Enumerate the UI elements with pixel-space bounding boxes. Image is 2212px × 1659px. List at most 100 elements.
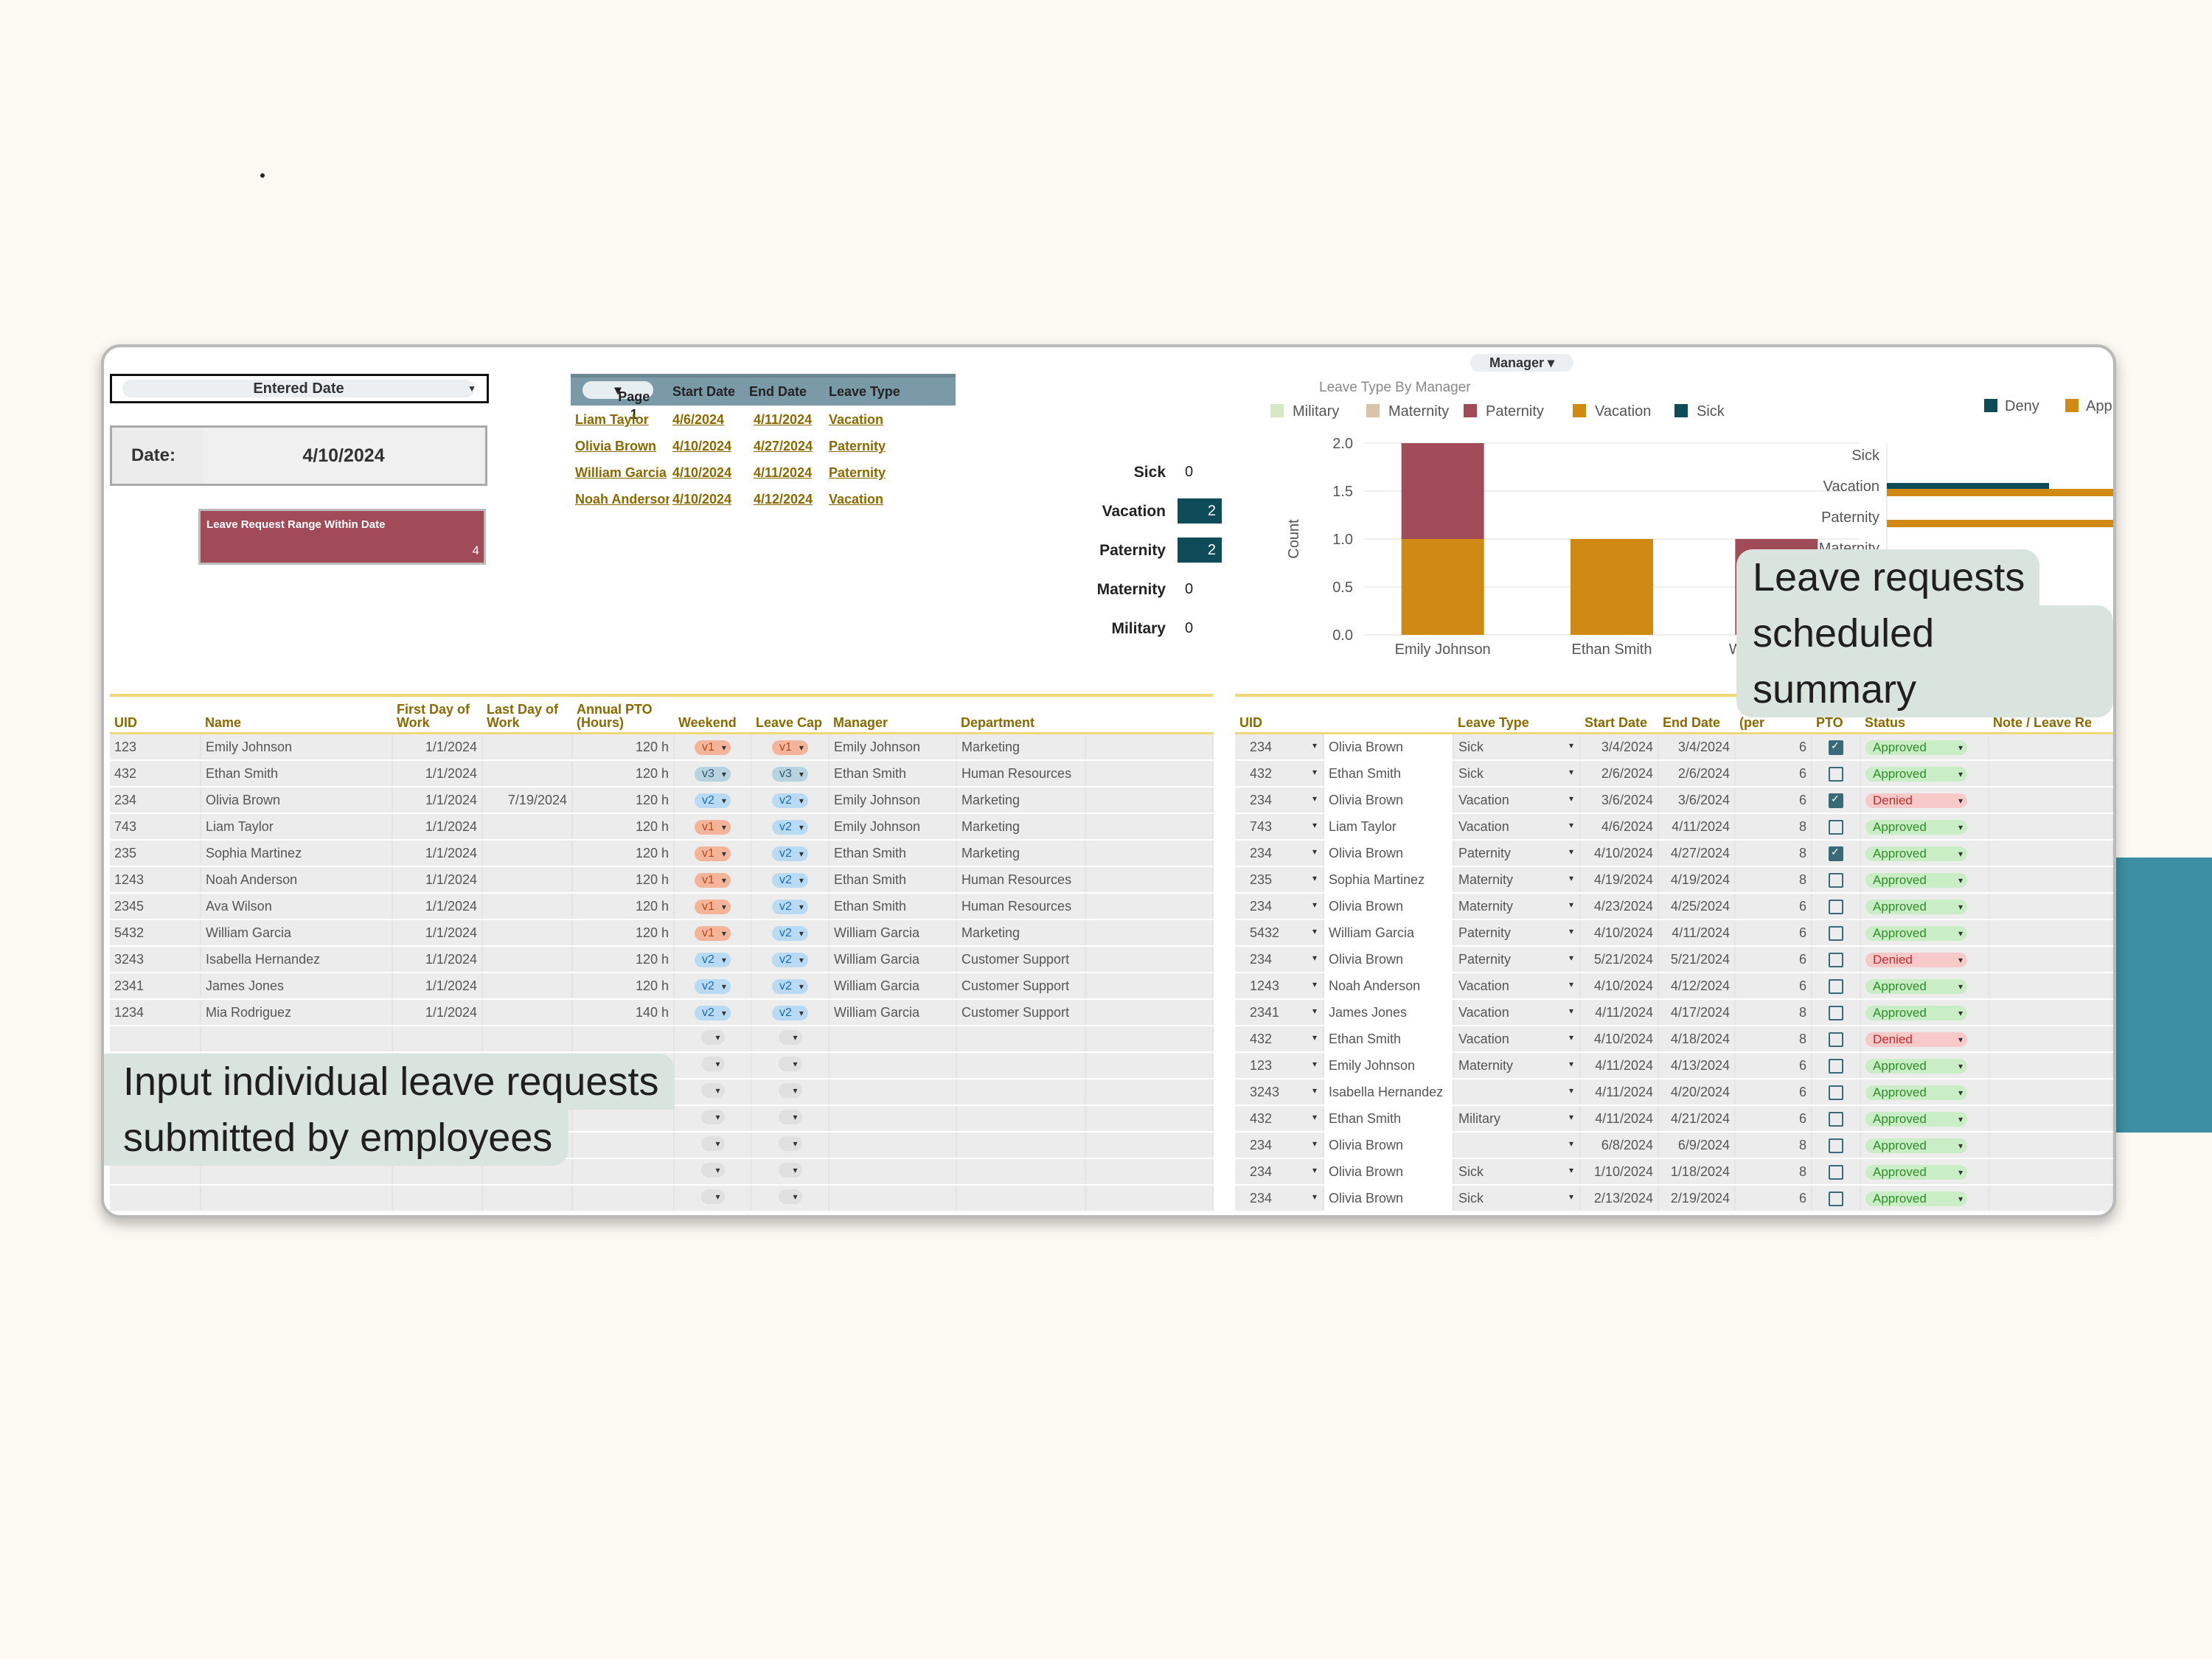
empty-cell[interactable] bbox=[751, 1079, 830, 1106]
note-cell[interactable] bbox=[1989, 893, 2113, 920]
mini-list-type-link[interactable]: Vacation bbox=[829, 412, 884, 427]
work-hour-cell[interactable]: 8 bbox=[1735, 866, 1812, 894]
note-cell[interactable] bbox=[1989, 733, 2113, 761]
dropdown[interactable] bbox=[700, 1082, 725, 1098]
dropdown[interactable] bbox=[700, 1135, 725, 1151]
work-hour-cell[interactable]: 8 bbox=[1735, 813, 1812, 841]
start-date-cell[interactable]: 4/19/2024 bbox=[1580, 866, 1659, 894]
start-date-cell[interactable]: 4/10/2024 bbox=[1580, 919, 1659, 947]
note-cell[interactable] bbox=[1989, 999, 2113, 1026]
weekend-dropdown[interactable]: v3 bbox=[695, 767, 731, 782]
leave-cap-dropdown[interactable]: v2 bbox=[772, 953, 808, 967]
empty-cell[interactable] bbox=[674, 1026, 752, 1053]
mini-list-name-link[interactable]: Olivia Brown bbox=[575, 439, 657, 453]
empty-cell[interactable] bbox=[956, 1105, 1086, 1133]
start-date-cell[interactable]: 4/10/2024 bbox=[1580, 1026, 1659, 1053]
uid-dropdown[interactable]: 234 bbox=[1235, 1132, 1324, 1159]
empty-cell[interactable] bbox=[751, 1105, 830, 1133]
mini-list-start-link[interactable]: 4/6/2024 bbox=[672, 412, 725, 427]
uid-dropdown[interactable]: 234 bbox=[1235, 1158, 1324, 1186]
status-dropdown[interactable]: Approved bbox=[1865, 1191, 1967, 1206]
status-dropdown[interactable]: Approved bbox=[1865, 978, 1967, 994]
department-cell[interactable]: Human Resources bbox=[956, 760, 1086, 787]
manager-cell[interactable]: Ethan Smith bbox=[829, 760, 957, 787]
empty-cell[interactable] bbox=[751, 1052, 830, 1079]
start-date-cell[interactable]: 4/23/2024 bbox=[1580, 893, 1659, 920]
apply-pto-checkbox[interactable] bbox=[1829, 1085, 1843, 1100]
end-date-cell[interactable]: 4/17/2024 bbox=[1658, 999, 1736, 1026]
work-hour-cell[interactable]: 8 bbox=[1735, 1132, 1812, 1159]
uid-cell[interactable]: 235 bbox=[110, 840, 201, 867]
leave-cap-dropdown[interactable]: v2 bbox=[772, 793, 808, 808]
note-cell[interactable] bbox=[1989, 813, 2113, 841]
last-day-cell[interactable] bbox=[482, 840, 573, 867]
leave-type-dropdown[interactable]: Paternity bbox=[1453, 946, 1581, 973]
manager-cell[interactable]: Emily Johnson bbox=[829, 733, 957, 761]
end-date-cell[interactable]: 4/20/2024 bbox=[1658, 1079, 1736, 1106]
empty-cell[interactable] bbox=[1085, 1105, 1214, 1133]
department-cell[interactable]: Marketing bbox=[956, 840, 1086, 867]
annual-pto-cell[interactable]: 120 h bbox=[572, 893, 675, 920]
name-cell[interactable]: Ethan Smith bbox=[201, 760, 393, 787]
leave-type-dropdown[interactable]: Vacation bbox=[1453, 813, 1581, 841]
note-cell[interactable] bbox=[1989, 946, 2113, 973]
status-dropdown[interactable]: Approved bbox=[1865, 740, 1967, 755]
empty-cell[interactable] bbox=[572, 1185, 675, 1212]
weekend-dropdown[interactable]: v1 bbox=[695, 900, 731, 914]
leave-cap-dropdown[interactable]: v2 bbox=[772, 873, 808, 888]
leave-cap-dropdown[interactable]: v3 bbox=[772, 767, 808, 782]
uid-cell[interactable]: 5432 bbox=[110, 919, 201, 947]
work-hour-cell[interactable]: 6 bbox=[1735, 733, 1812, 761]
mini-list-type-link[interactable]: Paternity bbox=[829, 439, 886, 453]
leave-type-dropdown[interactable]: Vacation bbox=[1453, 787, 1581, 814]
work-hour-cell[interactable]: 6 bbox=[1735, 760, 1812, 787]
leave-type-dropdown[interactable]: Paternity bbox=[1453, 840, 1581, 867]
leave-type-dropdown[interactable]: Maternity bbox=[1453, 1052, 1581, 1079]
status-dropdown[interactable]: Denied bbox=[1865, 952, 1967, 967]
department-cell[interactable]: Marketing bbox=[956, 919, 1086, 947]
manager-cell[interactable]: Emily Johnson bbox=[829, 813, 957, 841]
uid-dropdown[interactable]: 234 bbox=[1235, 946, 1324, 973]
manager-cell[interactable]: Ethan Smith bbox=[829, 893, 957, 920]
first-day-cell[interactable]: 1/1/2024 bbox=[392, 946, 483, 973]
empty-cell[interactable] bbox=[829, 1185, 957, 1212]
uid-cell[interactable]: 2345 bbox=[110, 893, 201, 920]
leave-cap-dropdown[interactable]: v2 bbox=[772, 926, 808, 941]
end-date-cell[interactable]: 4/21/2024 bbox=[1658, 1105, 1736, 1133]
mini-list-type-link[interactable]: Paternity bbox=[829, 465, 886, 480]
end-date-cell[interactable]: 2/6/2024 bbox=[1658, 760, 1736, 787]
status-dropdown[interactable]: Approved bbox=[1865, 1085, 1967, 1100]
start-date-cell[interactable]: 5/21/2024 bbox=[1580, 946, 1659, 973]
name-cell[interactable]: Isabella Hernandez bbox=[201, 946, 393, 973]
uid-dropdown[interactable]: 234 bbox=[1235, 840, 1324, 867]
empty-cell[interactable] bbox=[1085, 946, 1214, 973]
first-day-cell[interactable]: 1/1/2024 bbox=[392, 840, 483, 867]
empty-cell[interactable] bbox=[1085, 973, 1214, 1000]
annual-pto-cell[interactable]: 120 h bbox=[572, 973, 675, 1000]
status-dropdown[interactable]: Approved bbox=[1865, 1111, 1967, 1127]
last-day-cell[interactable] bbox=[482, 760, 573, 787]
uid-cell[interactable]: 123 bbox=[110, 733, 201, 761]
weekend-dropdown[interactable]: v1 bbox=[695, 846, 731, 861]
apply-pto-checkbox[interactable] bbox=[1829, 899, 1843, 914]
first-day-cell[interactable]: 1/1/2024 bbox=[392, 866, 483, 894]
status-dropdown[interactable]: Approved bbox=[1865, 1005, 1967, 1020]
manager-cell[interactable]: William Garcia bbox=[829, 973, 957, 1000]
start-date-cell[interactable]: 4/11/2024 bbox=[1580, 1052, 1659, 1079]
dropdown[interactable] bbox=[778, 1029, 802, 1045]
work-hour-cell[interactable]: 6 bbox=[1735, 1185, 1812, 1212]
page-selector[interactable]: Page 1 ▾ bbox=[582, 381, 653, 422]
note-cell[interactable] bbox=[1989, 1132, 2113, 1159]
name-cell[interactable]: Noah Anderson bbox=[201, 866, 393, 894]
start-date-cell[interactable]: 4/11/2024 bbox=[1580, 999, 1659, 1026]
status-dropdown[interactable]: Approved bbox=[1865, 819, 1967, 835]
empty-cell[interactable] bbox=[956, 1079, 1086, 1106]
last-day-cell[interactable]: 7/19/2024 bbox=[482, 787, 573, 814]
annual-pto-cell[interactable]: 120 h bbox=[572, 919, 675, 947]
apply-pto-checkbox[interactable] bbox=[1829, 766, 1843, 782]
start-date-cell[interactable]: 2/6/2024 bbox=[1580, 760, 1659, 787]
department-cell[interactable]: Human Resources bbox=[956, 866, 1086, 894]
empty-cell[interactable] bbox=[829, 1158, 957, 1186]
annual-pto-cell[interactable]: 120 h bbox=[572, 813, 675, 841]
leave-type-dropdown[interactable]: Sick bbox=[1453, 760, 1581, 787]
